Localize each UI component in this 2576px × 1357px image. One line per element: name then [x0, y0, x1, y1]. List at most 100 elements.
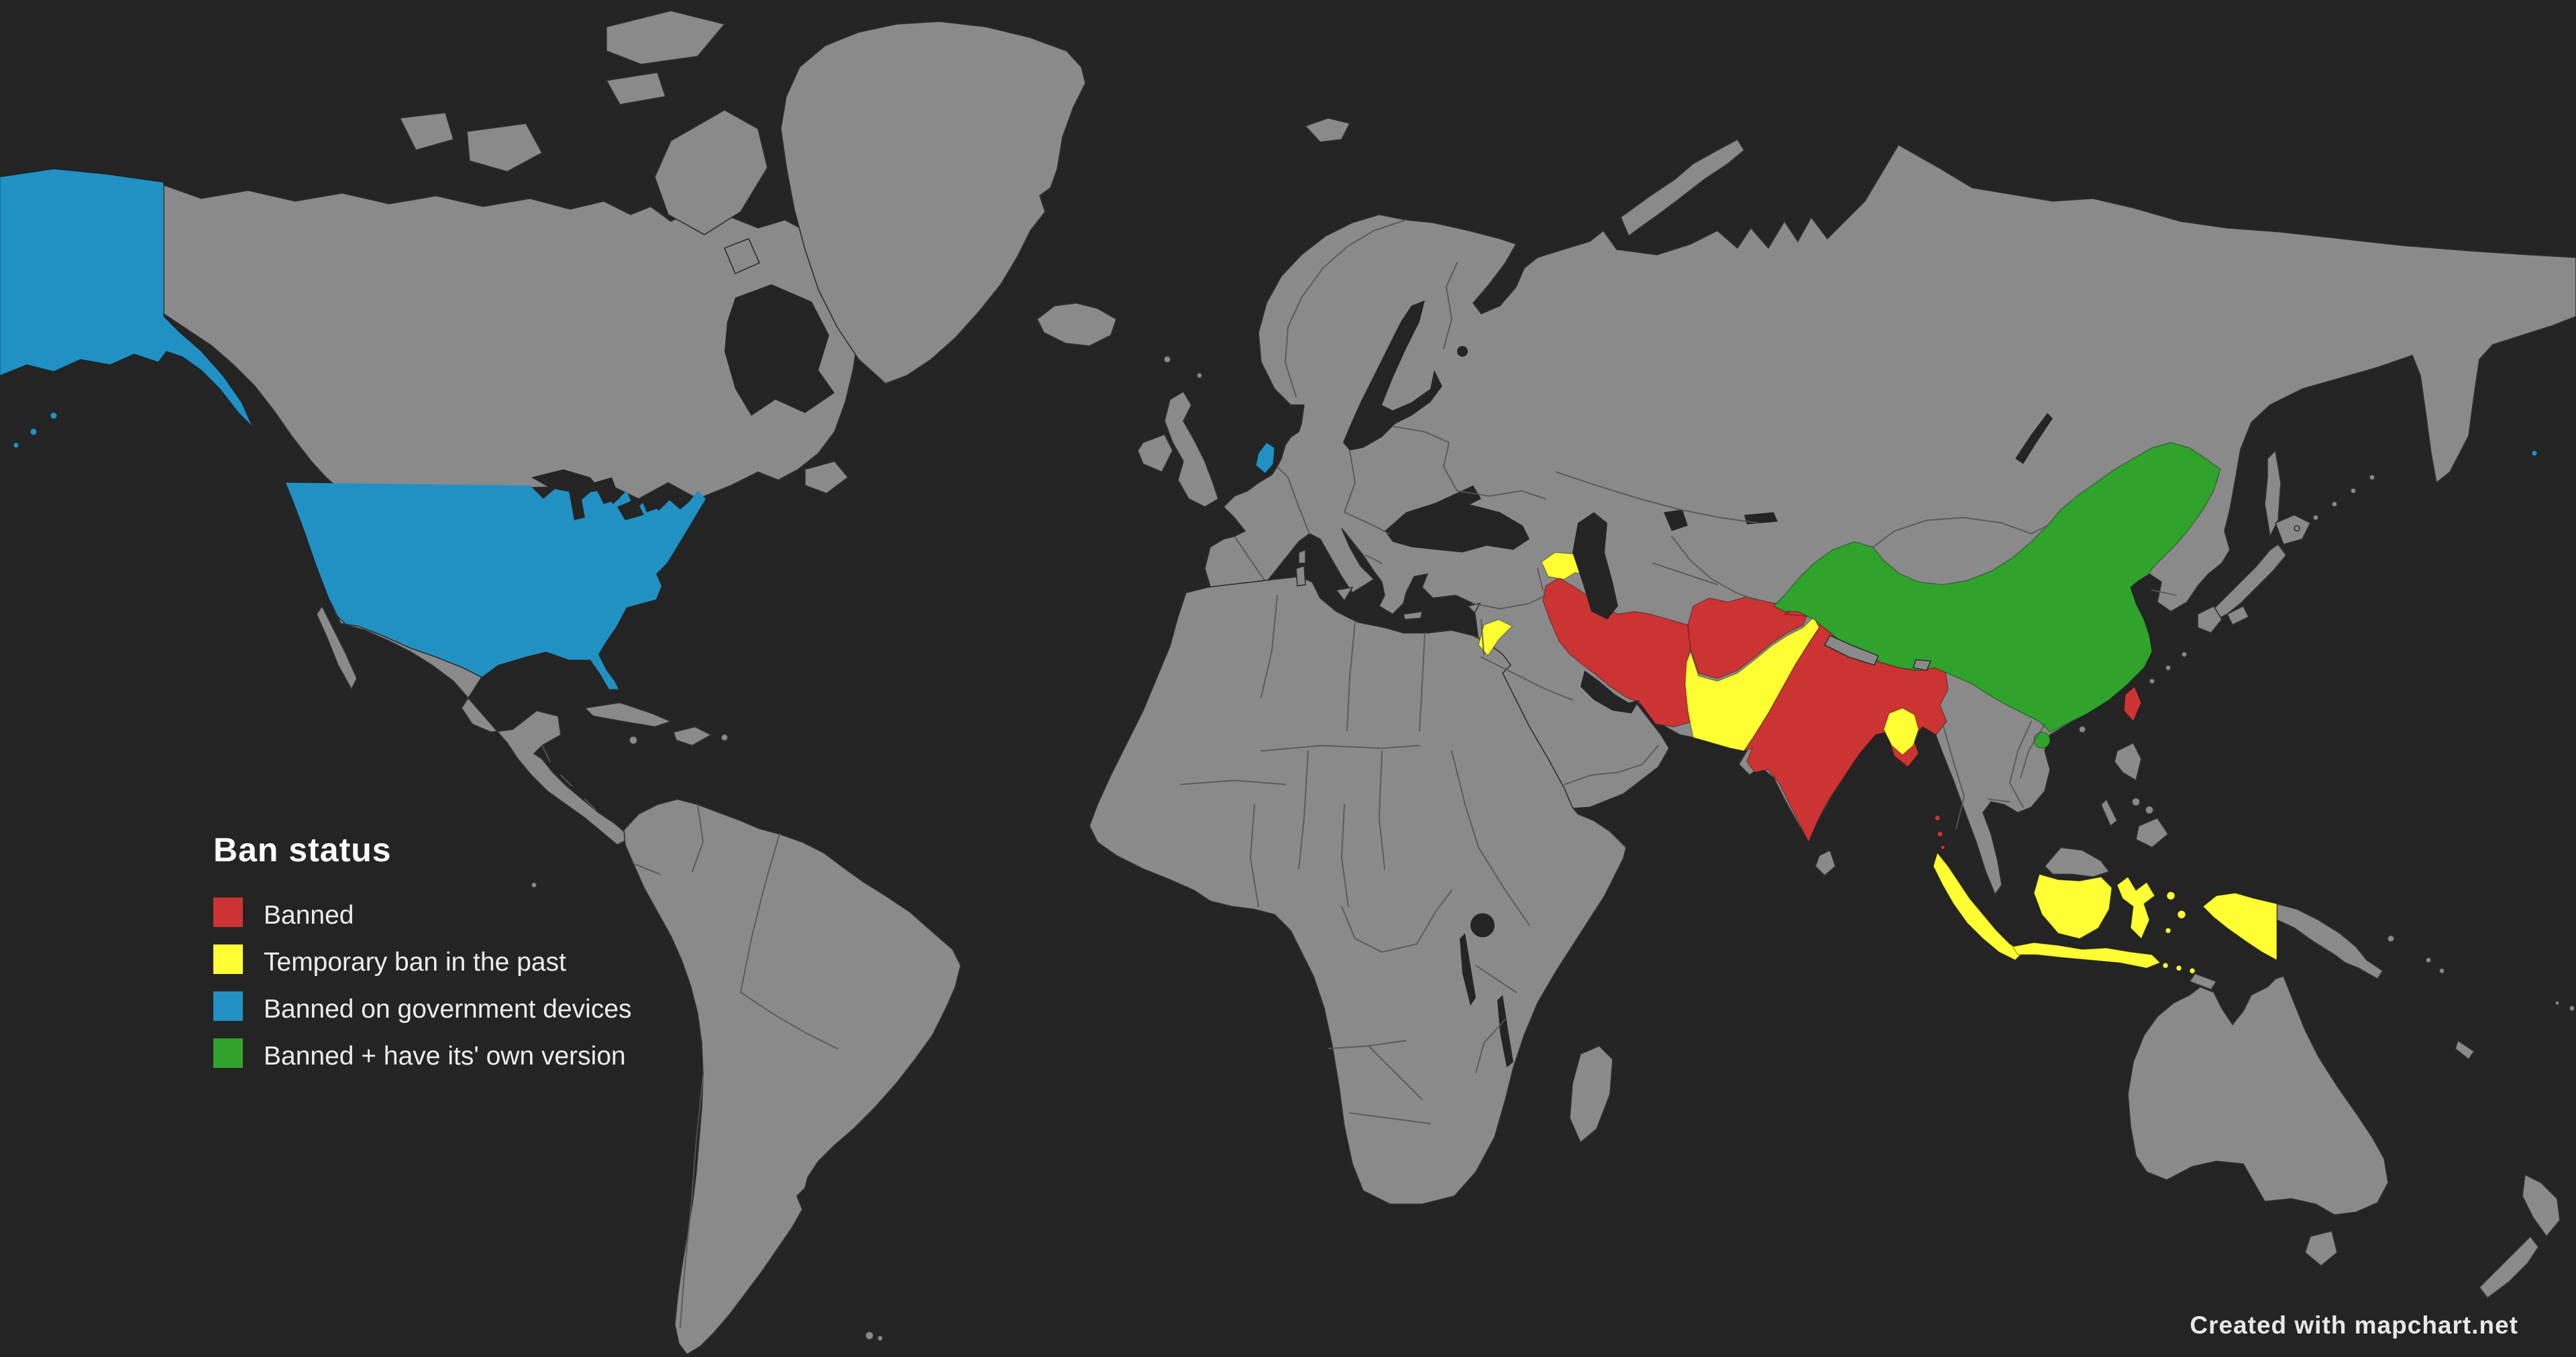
ryukyu-2: [2165, 664, 2171, 671]
philippines-mindanao[interactable]: [2135, 817, 2169, 849]
country-united-states[interactable]: [286, 482, 706, 690]
country-bangladesh[interactable]: [1883, 707, 1919, 756]
solomon-1[interactable]: [2425, 957, 2432, 964]
palawan[interactable]: [2100, 798, 2118, 827]
new-britain[interactable]: [2387, 934, 2395, 943]
timor[interactable]: [2188, 973, 2218, 991]
kuril-4: [2350, 487, 2357, 494]
ellesmere-island[interactable]: [606, 10, 726, 65]
andaman-islands-3: [1940, 845, 1945, 851]
falkland-islands-east[interactable]: [877, 1335, 883, 1342]
landmasses: [163, 21, 2576, 1356]
country-mexico-central-america[interactable]: [329, 600, 629, 846]
corsica[interactable]: [1298, 549, 1306, 564]
black-sea: [1385, 485, 1529, 553]
philippines-visayas-2[interactable]: [2145, 805, 2154, 815]
watermark: Created with mapchart.net: [2190, 1311, 2518, 1339]
greenland[interactable]: [780, 21, 1086, 384]
legend-item-temporary: Temporary ban in the past: [213, 944, 632, 980]
falkland-islands[interactable]: [865, 1331, 874, 1340]
country-afghanistan[interactable]: [1687, 596, 1809, 680]
vanuatu[interactable]: [2555, 1000, 2560, 1006]
lake-malawi: [1497, 995, 1513, 1068]
faroe-islands[interactable]: [1163, 355, 1171, 364]
crete[interactable]: [1403, 610, 1424, 620]
malaysia-borneo[interactable]: [2043, 847, 2110, 878]
andaman-islands-2: [1937, 830, 1943, 838]
country-united-states-alaska[interactable]: [0, 168, 253, 427]
newfoundland[interactable]: [804, 460, 849, 494]
country-indonesia-maluku-1: [2166, 891, 2176, 901]
legend-item-banned: Banned: [213, 898, 632, 933]
cuba[interactable]: [584, 702, 673, 728]
country-australia[interactable]: [2127, 975, 2389, 1215]
country-africa[interactable]: [1089, 576, 1627, 1205]
puerto-rico[interactable]: [720, 733, 729, 742]
japan-kyushu[interactable]: [2197, 605, 2222, 634]
country-indonesia-kalimantan[interactable]: [2033, 873, 2112, 940]
solomon-2[interactable]: [2438, 967, 2445, 975]
legend-item-own-version: Banned + have its' own version: [213, 1038, 632, 1074]
papua-new-guinea[interactable]: [2276, 903, 2384, 980]
country-bhutan[interactable]: [1912, 659, 1932, 671]
ireland[interactable]: [1137, 433, 1173, 473]
philippines-luzon[interactable]: [2114, 742, 2142, 781]
baffin-island[interactable]: [654, 109, 768, 235]
country-china-hainan[interactable]: [2033, 731, 2051, 749]
new-caledonia[interactable]: [2455, 1039, 2475, 1061]
sri-lanka[interactable]: [1815, 849, 1836, 877]
country-indonesia-java[interactable]: [2011, 942, 2161, 969]
new-zealand-north[interactable]: [2522, 1173, 2561, 1238]
border-southeast-asia: [1942, 589, 2177, 830]
madagascar[interactable]: [1569, 1045, 1613, 1144]
great-lakes: [531, 469, 663, 521]
sardinia[interactable]: [1295, 565, 1306, 587]
kuril-1: [2294, 525, 2300, 532]
cyprus[interactable]: [1466, 602, 1481, 614]
country-indonesia-sumatra[interactable]: [1933, 851, 2025, 961]
tasmania[interactable]: [2304, 1230, 2338, 1267]
aleutian-1: [50, 411, 58, 420]
jamaica[interactable]: [629, 735, 638, 745]
galapagos[interactable]: [531, 881, 537, 889]
iceland[interactable]: [1036, 302, 1117, 347]
great-britain[interactable]: [1164, 390, 1219, 508]
islands: [398, 10, 2575, 1342]
country-indonesia-papua[interactable]: [2202, 892, 2277, 961]
country-taiwan[interactable]: [2123, 686, 2142, 722]
country-indonesia-maluku-2: [2177, 910, 2186, 920]
svalbard[interactable]: [1304, 117, 1351, 143]
aleutian-2: [30, 427, 38, 436]
ryukyu-1: [2149, 677, 2155, 685]
new-zealand-south[interactable]: [2478, 1235, 2539, 1299]
japan-hokkaido[interactable]: [2274, 514, 2312, 545]
legend: Ban status Banned Temporary ban in the p…: [213, 830, 632, 1085]
japan-shikoku[interactable]: [2226, 605, 2250, 626]
country-china[interactable]: [1772, 441, 2221, 733]
fiji[interactable]: [2569, 1005, 2575, 1012]
banks-island[interactable]: [398, 112, 454, 151]
border-south-america: [633, 804, 838, 1329]
victoria-island[interactable]: [466, 123, 543, 172]
country-indonesia-flores: [2189, 967, 2196, 974]
country-jordan[interactable]: [1478, 618, 1513, 657]
sicily[interactable]: [1335, 586, 1354, 602]
sakhalin[interactable]: [2264, 449, 2282, 539]
novaya-zemlya[interactable]: [1620, 138, 1746, 237]
hong-kong[interactable]: [2078, 725, 2086, 734]
persian-gulf: [1580, 670, 1640, 714]
legend-label-government: Banned on government devices: [264, 995, 632, 1024]
southampton-island[interactable]: [723, 237, 761, 274]
philippines-visayas-1[interactable]: [2131, 797, 2141, 807]
country-nepal[interactable]: [1823, 635, 1880, 666]
baja-california[interactable]: [316, 604, 358, 691]
himalaya-gray-states: [1823, 635, 1932, 671]
country-indonesia-sulawesi[interactable]: [2116, 876, 2155, 940]
country-south-america[interactable]: [623, 798, 961, 1356]
devon-island[interactable]: [605, 72, 667, 105]
hispaniola[interactable]: [672, 726, 712, 747]
country-netherlands[interactable]: [1255, 441, 1275, 474]
shetland[interactable]: [1196, 372, 1203, 379]
